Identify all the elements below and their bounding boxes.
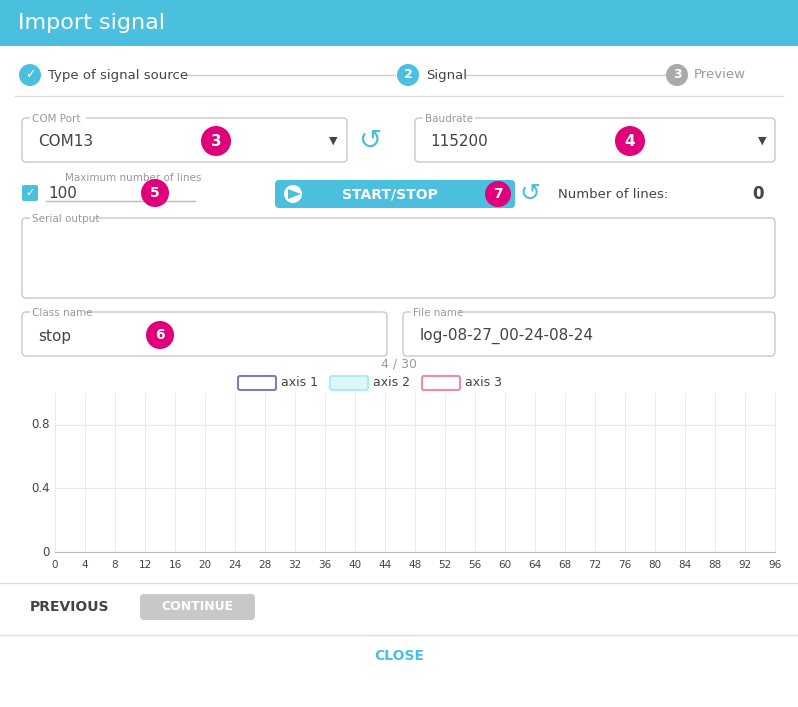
Text: 4 / 30: 4 / 30 <box>381 358 417 370</box>
Text: 8: 8 <box>112 560 118 570</box>
Text: 80: 80 <box>649 560 662 570</box>
Text: Signal: Signal <box>426 69 467 81</box>
Text: START/STOP: START/STOP <box>342 187 438 201</box>
Polygon shape <box>288 189 301 199</box>
Text: 4: 4 <box>81 560 89 570</box>
Text: ▼: ▼ <box>758 136 766 146</box>
FancyBboxPatch shape <box>415 118 775 162</box>
Text: 24: 24 <box>228 560 242 570</box>
Text: 60: 60 <box>499 560 512 570</box>
Text: 64: 64 <box>528 560 542 570</box>
FancyBboxPatch shape <box>330 376 368 390</box>
Circle shape <box>485 181 511 207</box>
Text: 68: 68 <box>559 560 571 570</box>
FancyBboxPatch shape <box>423 114 475 124</box>
FancyBboxPatch shape <box>0 0 798 46</box>
Text: File name: File name <box>413 308 464 318</box>
Text: 5: 5 <box>150 186 160 200</box>
Text: ✓: ✓ <box>25 69 35 81</box>
Text: 48: 48 <box>409 560 421 570</box>
Text: 52: 52 <box>438 560 452 570</box>
FancyBboxPatch shape <box>30 214 94 223</box>
Text: Serial output: Serial output <box>32 214 100 224</box>
Circle shape <box>615 126 645 156</box>
Text: 96: 96 <box>768 560 781 570</box>
Text: Import signal: Import signal <box>18 13 165 33</box>
Text: 84: 84 <box>678 560 692 570</box>
Text: 32: 32 <box>288 560 302 570</box>
Circle shape <box>666 64 688 86</box>
FancyBboxPatch shape <box>30 308 85 317</box>
Text: 88: 88 <box>709 560 721 570</box>
Text: COM Port: COM Port <box>32 114 81 124</box>
FancyBboxPatch shape <box>275 180 515 208</box>
Circle shape <box>284 185 302 203</box>
Text: Preview: Preview <box>694 69 746 81</box>
Text: 92: 92 <box>738 560 752 570</box>
Text: 4: 4 <box>625 134 635 148</box>
Circle shape <box>19 64 41 86</box>
Text: 12: 12 <box>138 560 152 570</box>
FancyBboxPatch shape <box>422 376 460 390</box>
Text: 16: 16 <box>168 560 182 570</box>
Text: ✓: ✓ <box>26 188 34 198</box>
Text: 7: 7 <box>493 187 503 201</box>
Text: ↺: ↺ <box>358 127 381 155</box>
Text: 72: 72 <box>588 560 602 570</box>
FancyBboxPatch shape <box>403 312 775 356</box>
FancyBboxPatch shape <box>30 114 86 124</box>
Text: stop: stop <box>38 329 71 344</box>
Text: axis 1: axis 1 <box>281 377 318 390</box>
Text: 36: 36 <box>318 560 332 570</box>
Text: 44: 44 <box>378 560 392 570</box>
FancyBboxPatch shape <box>411 308 459 317</box>
Text: 56: 56 <box>468 560 482 570</box>
Text: 0: 0 <box>753 185 764 203</box>
Text: axis 2: axis 2 <box>373 377 410 390</box>
Text: 3: 3 <box>673 69 681 81</box>
Text: ↺: ↺ <box>519 182 540 206</box>
Text: Number of lines:: Number of lines: <box>558 187 668 201</box>
Text: 28: 28 <box>259 560 271 570</box>
Text: 0.4: 0.4 <box>31 482 50 495</box>
Text: 40: 40 <box>349 560 361 570</box>
Text: 115200: 115200 <box>430 134 488 149</box>
Text: 100: 100 <box>48 185 77 201</box>
Text: log-08-27_00-24-08-24: log-08-27_00-24-08-24 <box>420 328 594 344</box>
Text: Maximum number of lines: Maximum number of lines <box>65 173 201 183</box>
Text: COM13: COM13 <box>38 134 93 149</box>
Text: ▼: ▼ <box>329 136 338 146</box>
Text: Baudrate: Baudrate <box>425 114 473 124</box>
FancyBboxPatch shape <box>22 218 775 298</box>
Text: Class name: Class name <box>32 308 93 318</box>
FancyBboxPatch shape <box>22 118 347 162</box>
FancyBboxPatch shape <box>22 312 387 356</box>
FancyBboxPatch shape <box>238 376 276 390</box>
Text: axis 3: axis 3 <box>465 377 502 390</box>
Text: 3: 3 <box>211 134 221 148</box>
FancyBboxPatch shape <box>22 185 38 201</box>
Text: CONTINUE: CONTINUE <box>161 600 233 614</box>
Text: 0: 0 <box>52 560 58 570</box>
Text: 2: 2 <box>404 69 413 81</box>
Text: 0.8: 0.8 <box>31 419 50 431</box>
Text: 20: 20 <box>199 560 211 570</box>
Text: CLOSE: CLOSE <box>374 649 424 663</box>
Circle shape <box>397 64 419 86</box>
Text: PREVIOUS: PREVIOUS <box>30 600 109 614</box>
Text: 0: 0 <box>42 546 50 559</box>
FancyBboxPatch shape <box>140 594 255 620</box>
Text: 6: 6 <box>155 328 165 342</box>
Text: 76: 76 <box>618 560 632 570</box>
Circle shape <box>141 179 169 207</box>
Text: Type of signal source: Type of signal source <box>48 69 188 81</box>
Circle shape <box>146 321 174 349</box>
Circle shape <box>201 126 231 156</box>
